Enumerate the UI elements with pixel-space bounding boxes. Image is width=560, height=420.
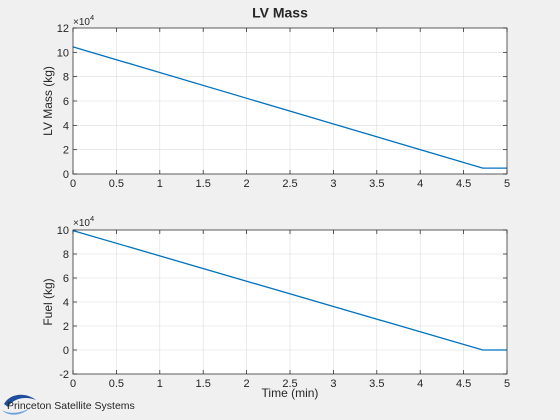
x-tick-label: 2.5 bbox=[282, 178, 297, 190]
lv-mass-series-line bbox=[72, 46, 507, 169]
y-tick-label: 0 bbox=[63, 345, 69, 357]
x-tick-label: 1.5 bbox=[196, 178, 211, 190]
x-tick-label: 5 bbox=[504, 378, 510, 390]
x-tick-label: 2.5 bbox=[282, 378, 297, 390]
y-tick-label: 2 bbox=[63, 321, 69, 333]
x-tick-label: 1 bbox=[157, 378, 163, 390]
y-exponent-base: ×10 bbox=[73, 218, 90, 229]
x-tick-label: 5 bbox=[504, 178, 510, 190]
y-tick-label: 0 bbox=[63, 169, 69, 181]
x-tick-label: 2 bbox=[244, 378, 250, 390]
x-tick-label: 3 bbox=[330, 378, 336, 390]
x-tick-label: 3 bbox=[330, 178, 336, 190]
grid bbox=[73, 230, 507, 374]
y-exponent-base: ×10 bbox=[73, 17, 90, 28]
company-logo: Princeton Satellite Systems bbox=[2, 394, 135, 415]
y-tick-label: 10 bbox=[57, 47, 69, 59]
y-tick-label: 8 bbox=[63, 72, 69, 84]
x-tick-label: 2 bbox=[244, 178, 250, 190]
fuel-series-line bbox=[72, 229, 507, 351]
axes-box bbox=[72, 27, 508, 175]
x-tick-label: 4 bbox=[417, 378, 423, 390]
y-tick-label: 6 bbox=[63, 273, 69, 285]
figure-title: LV Mass bbox=[252, 5, 308, 21]
y-tick-label: 4 bbox=[63, 120, 69, 132]
x-tick-label: 0.5 bbox=[109, 178, 124, 190]
x-tick-label: 3.5 bbox=[369, 378, 384, 390]
x-tick-label: 0.5 bbox=[109, 378, 124, 390]
axes-box bbox=[72, 229, 508, 375]
ticks: 0 0.5 1 1.5 2 2.5 3 3.5 4 4.5 5 0 2 4 6 8 10 12 bbox=[57, 23, 510, 190]
x-tick-label: 1 bbox=[157, 178, 163, 190]
x-tick-label: 4 bbox=[417, 178, 423, 190]
y-tick-label: 12 bbox=[57, 23, 69, 35]
y-tick-label: 10 bbox=[57, 225, 69, 237]
x-tick-label: 0 bbox=[70, 378, 76, 390]
y-exponent-power: 4 bbox=[90, 13, 94, 22]
y-tick-label: 2 bbox=[63, 145, 69, 157]
x-tick-label: 3.5 bbox=[369, 178, 384, 190]
x-tick-label: 4.5 bbox=[456, 378, 471, 390]
y-exponent-power: 4 bbox=[90, 214, 94, 223]
x-tick-label: 1.5 bbox=[196, 378, 211, 390]
y-tick-label: -2 bbox=[59, 369, 69, 381]
x-tick-label: 4.5 bbox=[456, 178, 471, 190]
y-exponent-label: ×104 bbox=[73, 214, 94, 229]
grid bbox=[73, 28, 507, 174]
y-axis-label: Fuel (kg) bbox=[41, 278, 55, 325]
y-exponent-label: ×104 bbox=[73, 13, 94, 28]
x-tick-label: 0 bbox=[70, 178, 76, 190]
y-tick-label: 8 bbox=[63, 249, 69, 261]
y-tick-label: 4 bbox=[63, 297, 69, 309]
y-tick-label: 6 bbox=[63, 96, 69, 108]
y-axis-label: LV Mass (kg) bbox=[41, 66, 55, 136]
x-axis-label: Time (min) bbox=[262, 386, 319, 400]
logo-text: Princeton Satellite Systems bbox=[7, 400, 135, 412]
swoosh-logo-icon bbox=[2, 394, 36, 415]
